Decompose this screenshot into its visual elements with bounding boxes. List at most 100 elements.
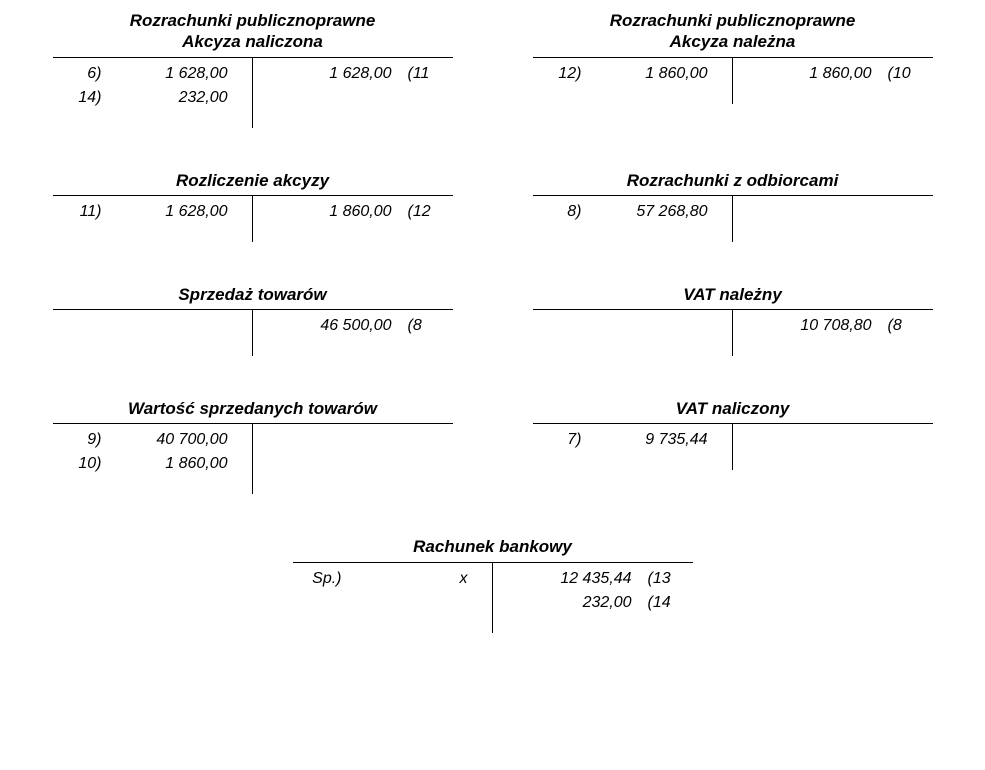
entry: 7) 9 735,44 [533, 428, 732, 452]
entry-ref: (8 [878, 314, 933, 338]
entry: Sp.) x [293, 567, 492, 591]
entry: 9) 40 700,00 [53, 428, 252, 452]
entry-amount: 1 860,00 [253, 200, 398, 224]
account-body: 7) 9 735,44 [533, 423, 933, 470]
entry-amount: 9 735,44 [588, 428, 732, 452]
entry: 1 860,00 (12 [253, 200, 453, 224]
credit-side: 1 860,00 (10 [733, 58, 933, 104]
account-title: VAT należny [533, 284, 933, 309]
entry-amount: 46 500,00 [253, 314, 398, 338]
row: Sprzedaż towarów 46 500,00 (8 VAT należn… [30, 284, 955, 356]
entry: 10) 1 860,00 [53, 452, 252, 476]
t-account-wartosc-sprzedanych: Wartość sprzedanych towarów 9) 40 700,00… [53, 398, 453, 494]
credit-side [253, 424, 453, 494]
entry: 12) 1 860,00 [533, 62, 732, 86]
entry-ref: 14) [53, 86, 108, 110]
t-account-vat-naliczony: VAT naliczony 7) 9 735,44 [533, 398, 933, 494]
account-title: Rozrachunki publicznoprawne Akcyza nalic… [53, 10, 453, 57]
account-title: Rozrachunki publicznoprawne Akcyza należ… [533, 10, 933, 57]
title-line: VAT naliczony [533, 398, 933, 419]
entry-amount: 40 700,00 [108, 428, 252, 452]
page: Rozrachunki publicznoprawne Akcyza nalic… [0, 0, 985, 685]
t-account-rachunek-bankowy: Rachunek bankowy Sp.) x 12 435,44 (13 23… [293, 536, 693, 632]
t-account-rozliczenie-akcyzy: Rozliczenie akcyzy 11) 1 628,00 1 860,00… [53, 170, 453, 242]
row: Rozrachunki publicznoprawne Akcyza nalic… [30, 10, 955, 128]
entry: 10 708,80 (8 [733, 314, 933, 338]
title-line: Akcyza należna [533, 31, 933, 52]
entry: 6) 1 628,00 [53, 62, 252, 86]
title-line: Rozrachunki z odbiorcami [533, 170, 933, 191]
account-body: 46 500,00 (8 [53, 309, 453, 356]
title-line: Rozrachunki publicznoprawne [533, 10, 933, 31]
debit-side: 12) 1 860,00 [533, 58, 733, 104]
entry-ref: (12 [398, 200, 453, 224]
credit-side: 46 500,00 (8 [253, 310, 453, 356]
entry-ref: Sp.) [293, 567, 348, 591]
entry: 12 435,44 (13 [493, 567, 693, 591]
entry-ref: 8) [533, 200, 588, 224]
account-body: 10 708,80 (8 [533, 309, 933, 356]
entry-ref: 11) [53, 200, 108, 224]
entry-amount: 1 628,00 [108, 200, 252, 224]
account-title: Rozrachunki z odbiorcami [533, 170, 933, 195]
debit-side [533, 310, 733, 356]
entry-amount: 232,00 [493, 591, 638, 615]
credit-side [733, 196, 933, 242]
entry-amount: 232,00 [108, 86, 252, 110]
debit-side: 9) 40 700,00 10) 1 860,00 [53, 424, 253, 494]
debit-side: 8) 57 268,80 [533, 196, 733, 242]
entry: 232,00 (14 [493, 591, 693, 615]
account-body: 12) 1 860,00 1 860,00 (10 [533, 57, 933, 104]
entry-ref: 12) [533, 62, 588, 86]
title-line: VAT należny [533, 284, 933, 305]
entry: 14) 232,00 [53, 86, 252, 110]
account-body: 8) 57 268,80 [533, 195, 933, 242]
t-account-akcyza-nalezna: Rozrachunki publicznoprawne Akcyza należ… [533, 10, 933, 128]
account-title: Sprzedaż towarów [53, 284, 453, 309]
account-title: VAT naliczony [533, 398, 933, 423]
title-line: Sprzedaż towarów [53, 284, 453, 305]
debit-side: 7) 9 735,44 [533, 424, 733, 470]
account-body: 9) 40 700,00 10) 1 860,00 [53, 423, 453, 494]
entry: 1 628,00 (11 [253, 62, 453, 86]
row: Rozliczenie akcyzy 11) 1 628,00 1 860,00… [30, 170, 955, 242]
entry-ref: 7) [533, 428, 588, 452]
t-account-sprzedaz-towarow: Sprzedaż towarów 46 500,00 (8 [53, 284, 453, 356]
entry-ref: (10 [878, 62, 933, 86]
title-line: Akcyza naliczona [53, 31, 453, 52]
t-account-akcyza-naliczona: Rozrachunki publicznoprawne Akcyza nalic… [53, 10, 453, 128]
entry-amount: 1 860,00 [733, 62, 878, 86]
row: Wartość sprzedanych towarów 9) 40 700,00… [30, 398, 955, 494]
entry-ref: (14 [638, 591, 693, 615]
credit-side: 1 628,00 (11 [253, 58, 453, 128]
title-line: Rachunek bankowy [293, 536, 693, 557]
account-title: Wartość sprzedanych towarów [53, 398, 453, 423]
t-account-rozrachunki-odbiorcami: Rozrachunki z odbiorcami 8) 57 268,80 [533, 170, 933, 242]
entry-amount: 57 268,80 [588, 200, 732, 224]
entry-ref: (11 [398, 62, 453, 86]
entry: 11) 1 628,00 [53, 200, 252, 224]
credit-side: 1 860,00 (12 [253, 196, 453, 242]
entry-ref: (8 [398, 314, 453, 338]
row: Rachunek bankowy Sp.) x 12 435,44 (13 23… [30, 536, 955, 632]
entry-amount: 10 708,80 [733, 314, 878, 338]
entry-amount: 12 435,44 [493, 567, 638, 591]
debit-side: 11) 1 628,00 [53, 196, 253, 242]
account-title: Rachunek bankowy [293, 536, 693, 561]
entry: 1 860,00 (10 [733, 62, 933, 86]
title-line: Rozrachunki publicznoprawne [53, 10, 453, 31]
entry-ref: (13 [638, 567, 693, 591]
account-title: Rozliczenie akcyzy [53, 170, 453, 195]
credit-side: 10 708,80 (8 [733, 310, 933, 356]
entry-ref: 9) [53, 428, 108, 452]
debit-side: Sp.) x [293, 563, 493, 633]
title-line: Wartość sprzedanych towarów [53, 398, 453, 419]
debit-side [53, 310, 253, 356]
credit-side [733, 424, 933, 470]
entry: 46 500,00 (8 [253, 314, 453, 338]
entry-ref: 10) [53, 452, 108, 476]
debit-side: 6) 1 628,00 14) 232,00 [53, 58, 253, 128]
account-body: 6) 1 628,00 14) 232,00 1 628,00 (11 [53, 57, 453, 128]
entry-amount: 1 860,00 [588, 62, 732, 86]
entry: 8) 57 268,80 [533, 200, 732, 224]
